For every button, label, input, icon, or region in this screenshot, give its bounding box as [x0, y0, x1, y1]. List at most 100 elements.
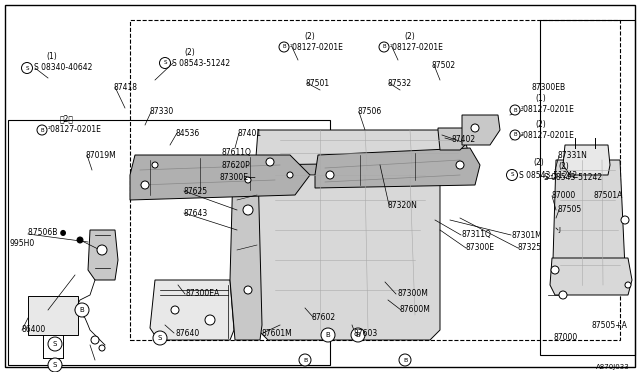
Circle shape	[510, 130, 520, 140]
Text: ²08127-0201E: ²08127-0201E	[290, 42, 344, 51]
Circle shape	[471, 124, 479, 132]
Circle shape	[205, 315, 215, 325]
Circle shape	[97, 245, 107, 255]
Text: S 08543-51242: S 08543-51242	[172, 58, 230, 67]
Text: 87601M: 87601M	[262, 328, 292, 337]
Text: 87505: 87505	[558, 205, 582, 215]
Bar	[540, 20, 635, 355]
Polygon shape	[255, 130, 470, 170]
Text: ²08127-0201E: ²08127-0201E	[521, 131, 575, 140]
Text: 87501: 87501	[305, 78, 329, 87]
Text: 87505+A: 87505+A	[592, 321, 628, 330]
Circle shape	[551, 266, 559, 274]
Circle shape	[299, 354, 311, 366]
Circle shape	[266, 158, 274, 166]
Text: 87401: 87401	[238, 128, 262, 138]
Polygon shape	[563, 145, 610, 175]
Text: 84536: 84536	[176, 128, 200, 138]
Circle shape	[22, 62, 33, 74]
Circle shape	[48, 358, 62, 372]
Text: 87019M: 87019M	[86, 151, 116, 160]
Text: ²08127-0201E: ²08127-0201E	[521, 106, 575, 115]
Polygon shape	[255, 160, 440, 340]
Text: 87506: 87506	[358, 108, 382, 116]
Text: (1): (1)	[46, 52, 57, 61]
Text: 87418: 87418	[113, 83, 137, 92]
Text: 87325: 87325	[518, 244, 542, 253]
Text: B: B	[303, 357, 307, 362]
Circle shape	[625, 282, 631, 288]
Text: B: B	[513, 108, 517, 112]
Polygon shape	[438, 128, 470, 150]
Bar	[8, 120, 330, 365]
Circle shape	[245, 177, 251, 183]
Text: (2): (2)	[404, 32, 415, 41]
Text: B: B	[513, 132, 517, 138]
Text: S: S	[53, 362, 57, 368]
Text: 87300E—: 87300E—	[219, 173, 255, 182]
Text: S: S	[158, 335, 162, 341]
Circle shape	[399, 354, 411, 366]
Polygon shape	[88, 230, 118, 280]
Circle shape	[171, 306, 179, 314]
Text: S 08543-51242: S 08543-51242	[519, 170, 577, 180]
Polygon shape	[255, 162, 462, 175]
Text: 86400: 86400	[22, 326, 46, 334]
Text: 87611Q: 87611Q	[222, 148, 252, 157]
Text: 87625: 87625	[183, 186, 207, 196]
Text: (2): (2)	[558, 163, 569, 171]
Text: B: B	[40, 128, 44, 132]
Text: (1): (1)	[535, 94, 546, 103]
Circle shape	[99, 345, 105, 351]
Circle shape	[326, 171, 334, 179]
Text: 87501A: 87501A	[594, 192, 623, 201]
Text: 87301M: 87301M	[511, 231, 541, 240]
Text: 87300M: 87300M	[397, 289, 428, 298]
Circle shape	[159, 58, 170, 68]
Circle shape	[91, 336, 99, 344]
Circle shape	[141, 181, 149, 189]
Circle shape	[77, 237, 83, 243]
Circle shape	[379, 42, 389, 52]
Text: B: B	[79, 307, 84, 313]
Text: S 08340-40642: S 08340-40642	[34, 64, 92, 73]
Circle shape	[37, 125, 47, 135]
Text: A870J033: A870J033	[596, 364, 630, 370]
Circle shape	[279, 42, 289, 52]
Text: 87300E: 87300E	[466, 244, 495, 253]
Text: (2): (2)	[535, 119, 546, 128]
Text: B: B	[282, 45, 286, 49]
Text: 87620P: 87620P	[222, 160, 251, 170]
Text: 87330: 87330	[150, 108, 174, 116]
Text: 87402: 87402	[451, 135, 475, 144]
Text: B: B	[382, 45, 386, 49]
Circle shape	[153, 331, 167, 345]
Circle shape	[456, 161, 464, 169]
Text: 87502: 87502	[432, 61, 456, 70]
Text: 87640: 87640	[175, 328, 199, 337]
Circle shape	[506, 170, 518, 180]
Circle shape	[287, 172, 293, 178]
Text: S: S	[25, 65, 29, 71]
Text: (2): (2)	[304, 32, 315, 41]
Text: 87320N: 87320N	[388, 201, 418, 209]
Text: 87000: 87000	[551, 192, 575, 201]
Text: 87602: 87602	[312, 312, 336, 321]
Bar	[130, 20, 620, 340]
Text: S 08543-51242: S 08543-51242	[544, 173, 602, 183]
Text: ²08127-0201E: ²08127-0201E	[48, 125, 102, 135]
Polygon shape	[553, 160, 625, 285]
Polygon shape	[550, 258, 632, 295]
Text: B: B	[356, 332, 360, 338]
Text: 87600M: 87600M	[400, 305, 431, 314]
Circle shape	[559, 291, 567, 299]
Polygon shape	[28, 296, 78, 335]
Text: B: B	[326, 332, 330, 338]
Text: (2): (2)	[533, 158, 544, 167]
Text: 87331N: 87331N	[558, 151, 588, 160]
Text: B: B	[403, 357, 407, 362]
Text: 87506B ●: 87506B ●	[28, 228, 67, 237]
Text: 87603: 87603	[354, 328, 378, 337]
Circle shape	[321, 328, 335, 342]
Text: 87532: 87532	[388, 78, 412, 87]
